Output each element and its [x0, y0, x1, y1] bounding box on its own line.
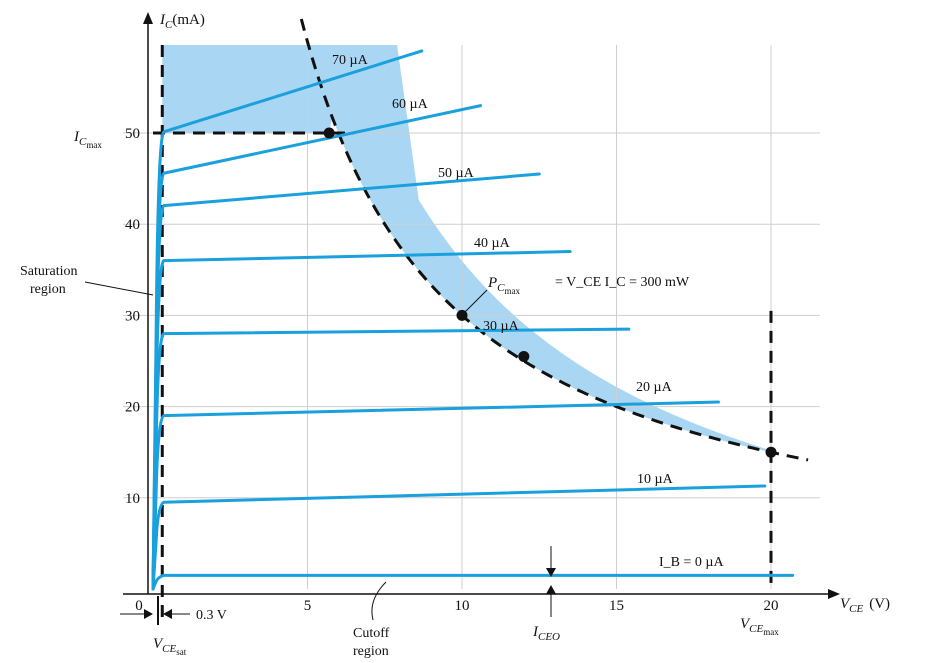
vce-sat-main: V	[153, 636, 164, 652]
curve-label-3: 40 µA	[474, 236, 511, 251]
vce-sat-sub1: CE	[162, 643, 176, 655]
max-power-curve	[299, 18, 809, 462]
y-tick-label-40: 40	[125, 217, 140, 233]
vce-max-label: VCEmax	[740, 616, 779, 637]
ic-subscript: C	[165, 19, 173, 31]
saturation-leader	[84, 281, 154, 296]
ic-max-sub2: max	[86, 140, 102, 150]
vce-max-sub1: CE	[749, 623, 763, 635]
y-axis-title: IC(mA)	[159, 12, 205, 31]
x-tick-label-5: 5	[304, 598, 312, 614]
iceo-label: ICEO	[532, 624, 560, 643]
ic-max-main: I	[73, 129, 80, 145]
vce-sat-label: VCEsat	[153, 636, 187, 657]
y-tick-label-20: 20	[125, 400, 140, 416]
collector-curves-layer	[151, 49, 795, 591]
pc-max-main: P	[487, 275, 497, 291]
iceo-arrow-top-head	[546, 568, 556, 577]
iceo-arrow-bottom-head	[546, 585, 556, 594]
iceo-sub: CEO	[538, 631, 560, 643]
x-tick-label-15: 15	[609, 598, 624, 614]
curve-label-7: I_B = 0 µA	[659, 555, 724, 570]
curve-labels-layer: 70 µA 60 µA 50 µA 40 µA 30 µA 20 µA 10 µA I_B =…	[332, 53, 724, 570]
ic-max-sub1: C	[79, 136, 87, 148]
curve-label-4: 30 µA	[483, 319, 520, 334]
marked-point-2	[518, 350, 530, 362]
curve-label-5: 20 µA	[636, 380, 673, 395]
ic-units: (mA)	[172, 12, 205, 28]
collector-curve-7	[151, 573, 795, 591]
cutoff-label-line1: Cutoff	[353, 626, 390, 641]
pc-max-sub1: C	[497, 282, 505, 294]
saturation-label-line1: Saturation	[20, 264, 78, 279]
x-axis-title: VCE (V)	[840, 596, 890, 615]
x-tick-label-0: 0	[135, 598, 143, 614]
limit-lines-layer	[153, 18, 809, 619]
vce-subscript: CE	[849, 603, 863, 615]
safe-operating-region	[162, 45, 771, 453]
vce-sat-sub2: sat	[176, 647, 186, 657]
pc-equation: = V_CE I_C = 300 mW	[555, 275, 690, 290]
cutoff-label-line2: region	[353, 644, 389, 659]
y-axis-arrow	[143, 12, 153, 24]
collector-curve-1	[151, 104, 483, 591]
marked-point-0	[323, 127, 335, 139]
ic-symbol: I	[159, 12, 166, 28]
vce-sat-offset: 0.3 V	[196, 608, 227, 623]
curve-label-1: 60 µA	[392, 97, 429, 112]
pcmax-leader	[462, 289, 488, 315]
y-tick-label-30: 30	[125, 308, 140, 324]
safe-region-layer	[162, 45, 771, 453]
marked-point-3	[765, 446, 777, 458]
vce-symbol: V	[840, 596, 851, 612]
vce-max-main: V	[740, 616, 751, 632]
ic-max-label: ICmax	[73, 129, 102, 150]
curve-label-2: 50 µA	[438, 166, 475, 181]
collector-curve-6	[151, 484, 767, 591]
y-tick-label-10: 10	[125, 491, 140, 507]
iceo-main: I	[532, 624, 539, 640]
annotation-leaders	[84, 281, 556, 625]
collector-curve-5	[151, 400, 720, 591]
curve-label-0: 70 µA	[332, 53, 369, 68]
x-tick-label-20: 20	[764, 598, 779, 614]
curve-label-6: 10 µA	[637, 472, 674, 487]
cutoff-leader	[371, 581, 387, 621]
pc-max-sub2: max	[505, 286, 521, 296]
x-axis-arrow	[828, 589, 840, 599]
vcesat-arrow-left-head	[144, 609, 153, 619]
collector-curve-4	[151, 327, 631, 591]
vce-max-sub2: max	[763, 627, 779, 637]
marked-points-layer	[323, 127, 777, 458]
x-tick-label-10: 10	[455, 598, 470, 614]
vcesat-arrow-right-head	[163, 609, 172, 619]
collector-curve-3	[151, 250, 572, 591]
axes-layer	[123, 12, 840, 599]
y-tick-label-50: 50	[125, 126, 140, 142]
pc-max-label: PCmax	[487, 275, 521, 296]
tick-labels-layer: 10 20 30 40 50 0 5 10 15 20	[125, 126, 779, 614]
vce-units: (V)	[869, 596, 890, 612]
saturation-label-line2: region	[30, 282, 66, 297]
